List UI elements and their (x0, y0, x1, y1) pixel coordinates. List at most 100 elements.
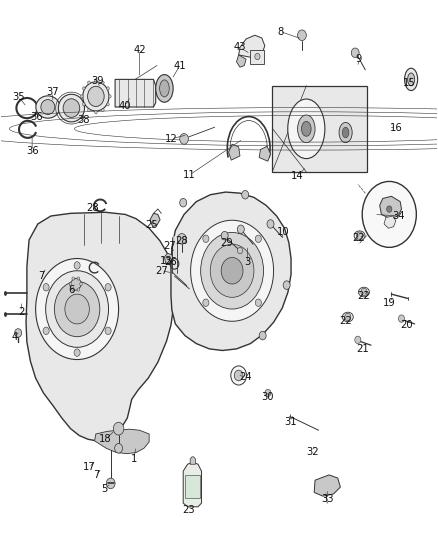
Ellipse shape (88, 86, 104, 107)
Circle shape (115, 443, 123, 453)
Text: 40: 40 (119, 101, 131, 111)
Circle shape (43, 327, 49, 335)
Text: 20: 20 (400, 320, 413, 330)
Polygon shape (150, 213, 160, 227)
Text: 33: 33 (321, 494, 333, 504)
Text: 24: 24 (239, 372, 251, 382)
Ellipse shape (159, 80, 169, 97)
Text: 22: 22 (352, 233, 365, 244)
Circle shape (180, 198, 187, 207)
Text: 27: 27 (164, 241, 177, 251)
Text: 13: 13 (160, 256, 173, 266)
Circle shape (361, 288, 367, 296)
Circle shape (77, 277, 80, 280)
Bar (185, 475, 200, 498)
Circle shape (255, 299, 261, 306)
Text: 15: 15 (403, 78, 415, 88)
Circle shape (69, 282, 72, 286)
Text: 6: 6 (68, 286, 74, 295)
Circle shape (255, 53, 260, 60)
Circle shape (237, 247, 243, 254)
Polygon shape (259, 147, 271, 161)
Text: 29: 29 (220, 238, 233, 247)
Circle shape (88, 81, 90, 84)
Circle shape (43, 284, 49, 291)
Polygon shape (380, 196, 402, 219)
Text: 19: 19 (383, 297, 396, 308)
Text: 39: 39 (91, 77, 104, 86)
Circle shape (203, 299, 209, 306)
Circle shape (102, 109, 104, 112)
Text: 38: 38 (78, 115, 90, 125)
Circle shape (88, 109, 90, 112)
Circle shape (81, 95, 83, 98)
Text: 11: 11 (183, 170, 196, 180)
Circle shape (265, 389, 271, 397)
Ellipse shape (343, 127, 349, 138)
Circle shape (14, 329, 21, 337)
Polygon shape (164, 253, 173, 264)
Circle shape (107, 103, 110, 106)
Circle shape (267, 220, 274, 228)
Circle shape (221, 257, 243, 284)
Text: 37: 37 (46, 87, 59, 97)
Bar (251, 50, 264, 64)
Circle shape (74, 349, 80, 357)
Circle shape (107, 87, 110, 90)
Circle shape (231, 366, 247, 385)
Text: 22: 22 (357, 290, 371, 301)
Circle shape (234, 370, 243, 381)
Polygon shape (26, 212, 173, 441)
Text: 25: 25 (145, 220, 158, 230)
Text: 3: 3 (244, 257, 251, 267)
Ellipse shape (41, 100, 55, 115)
Circle shape (102, 81, 104, 84)
Text: 41: 41 (173, 61, 186, 70)
Circle shape (72, 277, 74, 280)
Text: 1: 1 (131, 454, 137, 464)
Ellipse shape (297, 115, 315, 143)
Circle shape (242, 190, 249, 199)
Ellipse shape (155, 75, 173, 102)
Text: 4: 4 (11, 332, 18, 342)
Circle shape (357, 232, 363, 239)
Circle shape (72, 288, 74, 291)
Polygon shape (314, 475, 340, 496)
Text: 7: 7 (93, 470, 99, 480)
Circle shape (77, 288, 80, 291)
Text: 17: 17 (82, 463, 95, 472)
Text: 12: 12 (165, 134, 177, 144)
Circle shape (54, 281, 100, 337)
Polygon shape (384, 216, 396, 228)
Ellipse shape (405, 68, 418, 91)
Circle shape (387, 206, 392, 212)
Polygon shape (95, 429, 149, 454)
Polygon shape (239, 35, 265, 58)
Circle shape (210, 244, 254, 297)
Text: 42: 42 (133, 45, 146, 54)
Polygon shape (229, 144, 240, 160)
Text: 9: 9 (356, 54, 362, 64)
Text: 35: 35 (13, 92, 25, 102)
Ellipse shape (63, 99, 80, 117)
Circle shape (297, 30, 306, 41)
Text: 7: 7 (39, 271, 45, 280)
Polygon shape (190, 457, 195, 464)
Circle shape (82, 103, 85, 106)
Polygon shape (171, 192, 291, 351)
Circle shape (74, 262, 80, 269)
Circle shape (221, 231, 228, 240)
Ellipse shape (408, 73, 415, 86)
Circle shape (35, 259, 119, 360)
Bar (272, 86, 367, 172)
Text: 31: 31 (285, 417, 297, 427)
Text: 5: 5 (102, 484, 108, 494)
Circle shape (95, 79, 97, 82)
Ellipse shape (36, 96, 60, 118)
Ellipse shape (339, 123, 352, 143)
Text: 36: 36 (26, 146, 39, 156)
Ellipse shape (343, 312, 353, 322)
Text: 23: 23 (182, 505, 195, 515)
Circle shape (82, 87, 85, 90)
Ellipse shape (58, 94, 85, 122)
